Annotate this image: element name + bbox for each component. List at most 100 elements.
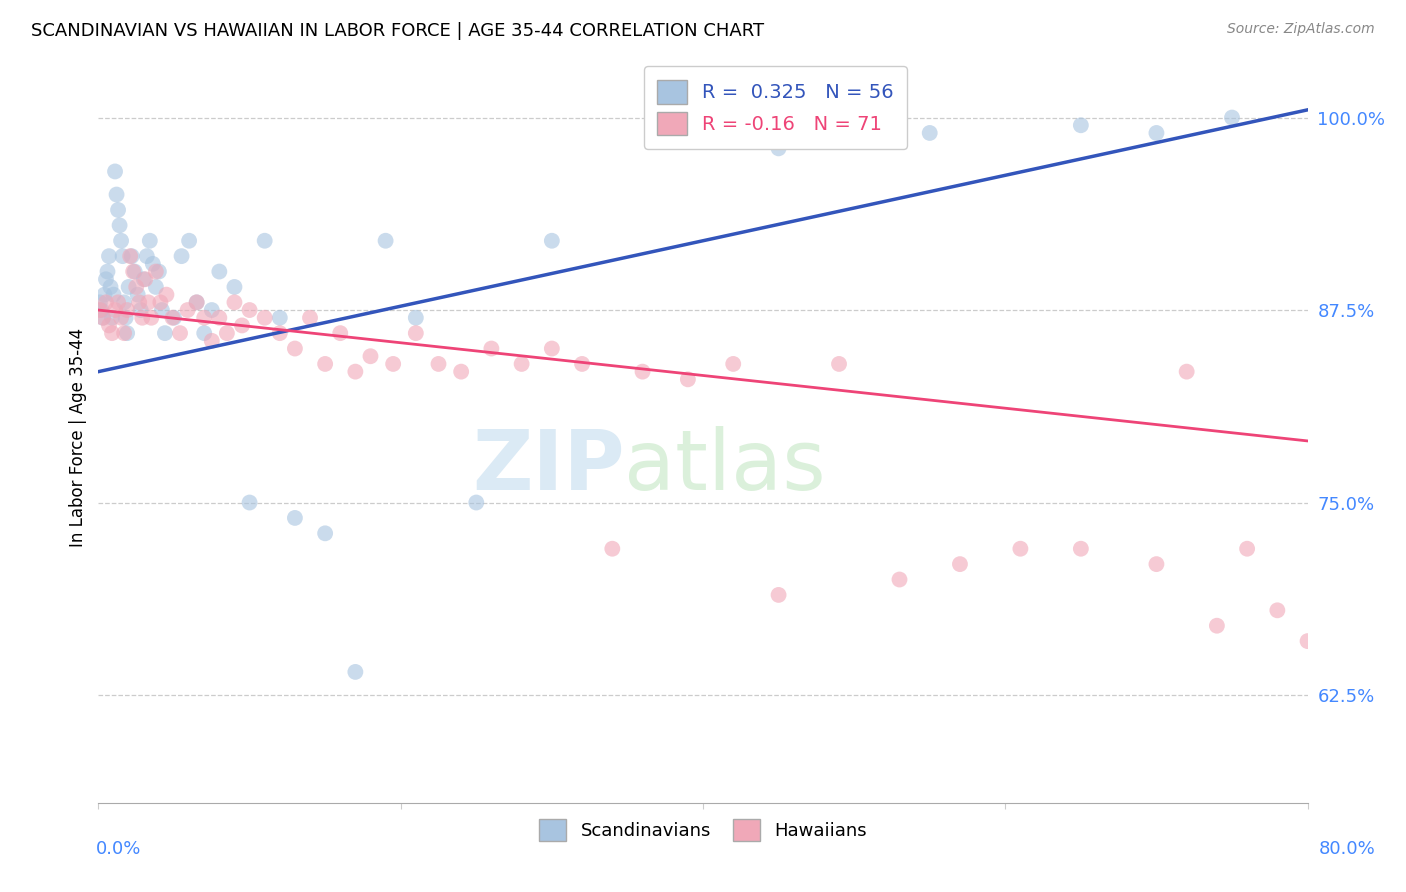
Point bbox=[828, 357, 851, 371]
Point bbox=[299, 310, 322, 325]
Point bbox=[124, 264, 146, 278]
Point bbox=[93, 287, 115, 301]
Point bbox=[465, 495, 488, 509]
Point bbox=[540, 342, 562, 356]
Point bbox=[134, 272, 156, 286]
Point bbox=[231, 318, 253, 333]
Point bbox=[1386, 573, 1406, 587]
Point bbox=[121, 249, 143, 263]
Point bbox=[103, 287, 125, 301]
Point bbox=[128, 295, 150, 310]
Text: atlas: atlas bbox=[624, 425, 827, 507]
Point bbox=[1144, 557, 1167, 571]
Point bbox=[239, 303, 262, 318]
Point bbox=[127, 287, 149, 301]
Point bbox=[405, 326, 427, 340]
Point bbox=[115, 303, 138, 318]
Point bbox=[314, 357, 336, 371]
Point bbox=[148, 264, 170, 278]
Point bbox=[201, 303, 224, 318]
Point bbox=[723, 357, 745, 371]
Point bbox=[107, 295, 129, 310]
Point bbox=[224, 295, 246, 310]
Point bbox=[169, 326, 191, 340]
Point bbox=[768, 588, 790, 602]
Point bbox=[105, 187, 128, 202]
Point bbox=[631, 365, 654, 379]
Point bbox=[186, 295, 208, 310]
Point bbox=[112, 295, 135, 310]
Point bbox=[284, 511, 307, 525]
Point bbox=[344, 365, 367, 379]
Text: 80.0%: 80.0% bbox=[1319, 840, 1375, 858]
Point bbox=[149, 295, 172, 310]
Point bbox=[661, 126, 683, 140]
Point bbox=[1402, 603, 1406, 617]
Legend: Scandinavians, Hawaiians: Scandinavians, Hawaiians bbox=[531, 812, 875, 848]
Point bbox=[889, 573, 911, 587]
Point bbox=[107, 202, 129, 217]
Point bbox=[269, 326, 291, 340]
Point bbox=[98, 249, 121, 263]
Point bbox=[405, 310, 427, 325]
Point bbox=[89, 295, 111, 310]
Point bbox=[90, 303, 112, 318]
Point bbox=[949, 557, 972, 571]
Point bbox=[125, 280, 148, 294]
Point bbox=[176, 303, 198, 318]
Point bbox=[142, 257, 165, 271]
Point bbox=[91, 310, 114, 325]
Point bbox=[186, 295, 208, 310]
Point bbox=[112, 326, 135, 340]
Point bbox=[1357, 603, 1379, 617]
Point bbox=[162, 310, 184, 325]
Point bbox=[139, 234, 162, 248]
Point bbox=[239, 495, 262, 509]
Point bbox=[101, 310, 124, 325]
Text: Source: ZipAtlas.com: Source: ZipAtlas.com bbox=[1227, 22, 1375, 37]
Point bbox=[110, 234, 132, 248]
Point bbox=[155, 287, 177, 301]
Text: ZIP: ZIP bbox=[472, 425, 624, 507]
Point bbox=[115, 326, 138, 340]
Point bbox=[104, 303, 127, 318]
Point bbox=[193, 326, 215, 340]
Point bbox=[179, 234, 201, 248]
Point bbox=[91, 310, 114, 325]
Point bbox=[224, 280, 246, 294]
Point bbox=[1220, 111, 1243, 125]
Point bbox=[1070, 118, 1092, 132]
Point bbox=[208, 310, 231, 325]
Point bbox=[510, 357, 533, 371]
Text: 0.0%: 0.0% bbox=[96, 840, 141, 858]
Point bbox=[215, 326, 238, 340]
Point bbox=[269, 310, 291, 325]
Point bbox=[208, 264, 231, 278]
Point bbox=[129, 303, 152, 318]
Point bbox=[314, 526, 336, 541]
Point bbox=[100, 280, 122, 294]
Point bbox=[1267, 603, 1289, 617]
Point bbox=[163, 310, 186, 325]
Point bbox=[141, 310, 163, 325]
Point bbox=[284, 342, 307, 356]
Point bbox=[96, 264, 118, 278]
Point bbox=[1070, 541, 1092, 556]
Text: SCANDINAVIAN VS HAWAIIAN IN LABOR FORCE | AGE 35-44 CORRELATION CHART: SCANDINAVIAN VS HAWAIIAN IN LABOR FORCE … bbox=[31, 22, 763, 40]
Point bbox=[122, 264, 145, 278]
Point bbox=[110, 310, 132, 325]
Point bbox=[360, 349, 382, 363]
Point bbox=[450, 365, 472, 379]
Y-axis label: In Labor Force | Age 35-44: In Labor Force | Age 35-44 bbox=[69, 327, 87, 547]
Point bbox=[132, 272, 155, 286]
Point bbox=[94, 272, 117, 286]
Point bbox=[1010, 541, 1032, 556]
Point bbox=[374, 234, 396, 248]
Point bbox=[104, 164, 127, 178]
Point bbox=[1175, 365, 1198, 379]
Point bbox=[89, 303, 111, 318]
Point bbox=[120, 249, 142, 263]
Point bbox=[676, 372, 699, 386]
Point bbox=[145, 280, 167, 294]
Point bbox=[571, 357, 593, 371]
